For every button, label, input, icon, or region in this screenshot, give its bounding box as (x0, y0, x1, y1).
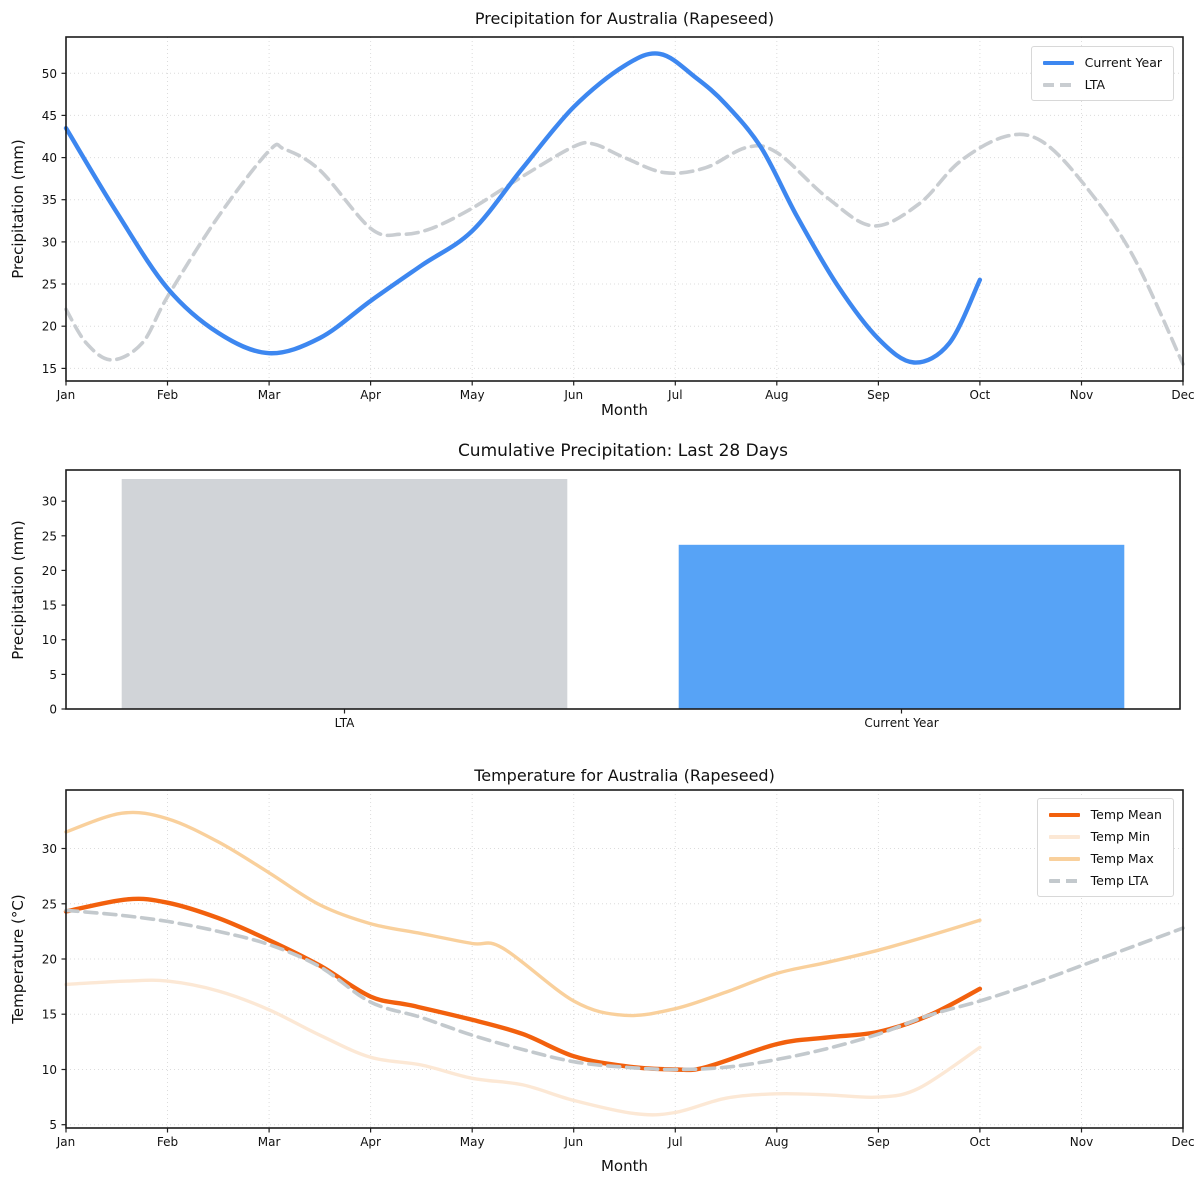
x-tick-label: Jun (563, 1135, 583, 1149)
legend: Temp Mean Temp Min Temp Max Temp LTA (1036, 798, 1174, 897)
x-axis-label: Month (600, 401, 648, 419)
x-tick-label: Current Year (864, 716, 938, 730)
legend-label: Temp LTA (1090, 873, 1149, 888)
axes: Jan Feb Mar Apr May Jun Jul Aug Sep Oct Nov Dec 15 20… (42, 36, 1195, 402)
legend-item: Temp LTA (1048, 873, 1162, 888)
gridlines (65, 37, 1184, 381)
y-tick-label: 5 (49, 1118, 57, 1132)
bar-lta (121, 479, 568, 709)
y-tick-label: 20 (42, 953, 57, 967)
y-tick-label: 50 (42, 67, 57, 81)
y-tick-label: 15 (42, 599, 57, 613)
series-line-lta (64, 132, 1185, 366)
x-tick-label: Oct (970, 1135, 991, 1149)
x-tick-label: Aug (765, 388, 788, 402)
legend: Current Year LTA (1030, 46, 1174, 101)
y-tick-label: 30 (42, 235, 57, 249)
y-tick-label: 10 (42, 1063, 57, 1077)
legend-label: Temp Max (1090, 851, 1154, 866)
plot-svg: Jan Feb Mar Apr May Jun Jul Aug Sep Oct Nov Dec 5 10 1… (42, 789, 1195, 1149)
legend-line-sample (1048, 856, 1080, 861)
plot-svg: LTA Current Year 0 5 10 15 20 25 30 (42, 469, 1181, 730)
x-tick-label: May (460, 1135, 485, 1149)
gridlines (65, 790, 1184, 1128)
legend-item: Current Year (1042, 55, 1162, 70)
x-axis-label: Month (600, 1157, 648, 1175)
chart-title: Temperature for Australia (Rapeseed) (474, 766, 775, 785)
legend-label: Temp Min (1090, 829, 1151, 844)
x-tick-label: Mar (258, 388, 281, 402)
x-tick-label: Jun (563, 388, 583, 402)
legend-label: Temp Mean (1090, 807, 1162, 822)
temperature-line-chart: Temperature for Australia (Rapeseed) Tem… (0, 760, 1200, 1200)
y-tick-label: 10 (42, 633, 57, 647)
y-tick-label: 35 (42, 193, 57, 207)
chart-title: Precipitation for Australia (Rapeseed) (474, 9, 775, 28)
series-line-temp-max (64, 810, 982, 1018)
series (63, 51, 1185, 366)
x-tick-label: Apr (360, 388, 381, 402)
x-tick-label: Dec (1171, 388, 1194, 402)
x-tick-label: LTA (335, 716, 355, 730)
y-tick-label: 25 (42, 897, 57, 911)
y-tick-label: 25 (42, 529, 57, 543)
series (121, 479, 1125, 709)
series-line-temp-min (64, 978, 982, 1117)
y-tick-label: 40 (42, 151, 57, 165)
y-tick-label: 20 (42, 564, 57, 578)
legend-item: Temp Min (1048, 829, 1162, 844)
x-tick-label: Feb (157, 1135, 178, 1149)
plot-border (65, 36, 1184, 382)
x-tick-label: Sep (867, 1135, 890, 1149)
legend-line-sample (1048, 834, 1080, 839)
x-tick-label: Jan (56, 1135, 76, 1149)
y-tick-label: 5 (49, 668, 57, 682)
y-tick-label: 20 (42, 320, 57, 334)
precipitation-line-chart: Precipitation for Australia (Rapeseed) P… (0, 0, 1200, 430)
y-tick-label: 15 (42, 362, 57, 376)
chart-title: Cumulative Precipitation: Last 28 Days (457, 441, 789, 461)
legend-item: Temp Mean (1048, 807, 1162, 822)
y-tick-label: 30 (42, 495, 57, 509)
x-tick-label: Dec (1171, 1135, 1194, 1149)
series-line-temp-mean (63, 896, 983, 1073)
x-tick-label: Sep (867, 388, 890, 402)
x-tick-label: Mar (258, 1135, 281, 1149)
y-tick-label: 25 (42, 278, 57, 292)
x-tick-label: Feb (157, 388, 178, 402)
x-tick-label: Jul (667, 388, 682, 402)
legend-item: Temp Max (1048, 851, 1162, 866)
y-tick-label: 15 (42, 1008, 57, 1022)
legend-line-sample (1048, 812, 1080, 817)
x-tick-label: Jan (56, 388, 76, 402)
x-tick-label: Aug (765, 1135, 788, 1149)
x-tick-label: Nov (1070, 1135, 1093, 1149)
y-tick-label: 0 (49, 703, 57, 717)
series-line-current-year (63, 51, 983, 365)
legend-label: Current Year (1084, 55, 1162, 70)
cumulative-precipitation-bar-chart: Cumulative Precipitation: Last 28 Days P… (0, 430, 1200, 760)
plot-border (65, 469, 1181, 710)
plot-border (65, 789, 1184, 1129)
axes: Jan Feb Mar Apr May Jun Jul Aug Sep Oct Nov Dec 5 10 1… (42, 789, 1195, 1149)
x-tick-label: Nov (1070, 388, 1093, 402)
axes: LTA Current Year 0 5 10 15 20 25 30 (42, 469, 1181, 730)
legend-label: LTA (1084, 77, 1106, 92)
legend-line-sample (1042, 60, 1074, 65)
y-tick-label: 45 (42, 109, 57, 123)
y-tick-label: 30 (42, 842, 57, 856)
x-tick-label: Apr (360, 1135, 381, 1149)
series (63, 810, 1185, 1117)
x-tick-label: Oct (970, 388, 991, 402)
x-tick-label: Jul (667, 1135, 682, 1149)
legend-line-sample (1048, 878, 1080, 883)
plot-svg: Jan Feb Mar Apr May Jun Jul Aug Sep Oct Nov Dec 15 20… (42, 36, 1195, 402)
legend-item: LTA (1042, 77, 1162, 92)
x-tick-label: May (460, 388, 485, 402)
bar-current-year (678, 544, 1125, 709)
series-line-temp-lta (64, 908, 1185, 1072)
legend-line-sample (1042, 82, 1074, 87)
